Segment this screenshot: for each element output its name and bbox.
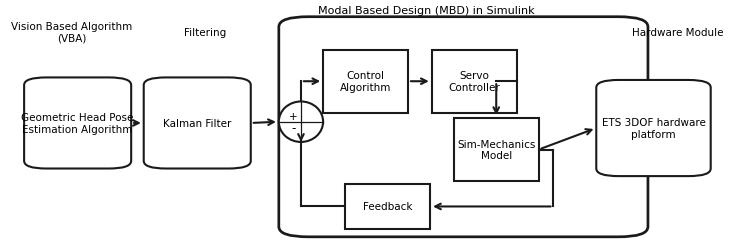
- FancyBboxPatch shape: [323, 50, 408, 113]
- Text: Control
Algorithm: Control Algorithm: [340, 71, 391, 93]
- FancyBboxPatch shape: [345, 184, 430, 229]
- Text: Servo
Controller: Servo Controller: [448, 71, 500, 93]
- Text: -: -: [291, 121, 295, 134]
- FancyBboxPatch shape: [596, 81, 710, 176]
- Text: Geometric Head Pose
Estimation Algorithm: Geometric Head Pose Estimation Algorithm: [21, 113, 134, 134]
- Text: Modal Based Design (MBD) in Simulink: Modal Based Design (MBD) in Simulink: [318, 6, 535, 16]
- Text: Sim-Mechanics
Model: Sim-Mechanics Model: [457, 139, 535, 161]
- Ellipse shape: [279, 102, 323, 142]
- Text: Feedback: Feedback: [363, 202, 412, 212]
- FancyBboxPatch shape: [454, 118, 538, 181]
- FancyBboxPatch shape: [143, 78, 251, 169]
- FancyBboxPatch shape: [279, 18, 648, 237]
- Text: Hardware Module: Hardware Module: [632, 28, 723, 38]
- Text: Filtering: Filtering: [184, 28, 226, 38]
- FancyBboxPatch shape: [24, 78, 131, 169]
- Text: ETS 3DOF hardware
platform: ETS 3DOF hardware platform: [602, 118, 705, 139]
- Text: +: +: [289, 112, 297, 121]
- FancyBboxPatch shape: [432, 50, 516, 113]
- Text: Kalman Filter: Kalman Filter: [163, 118, 232, 129]
- Text: Vision Based Algorithm
(VBA): Vision Based Algorithm (VBA): [11, 22, 133, 44]
